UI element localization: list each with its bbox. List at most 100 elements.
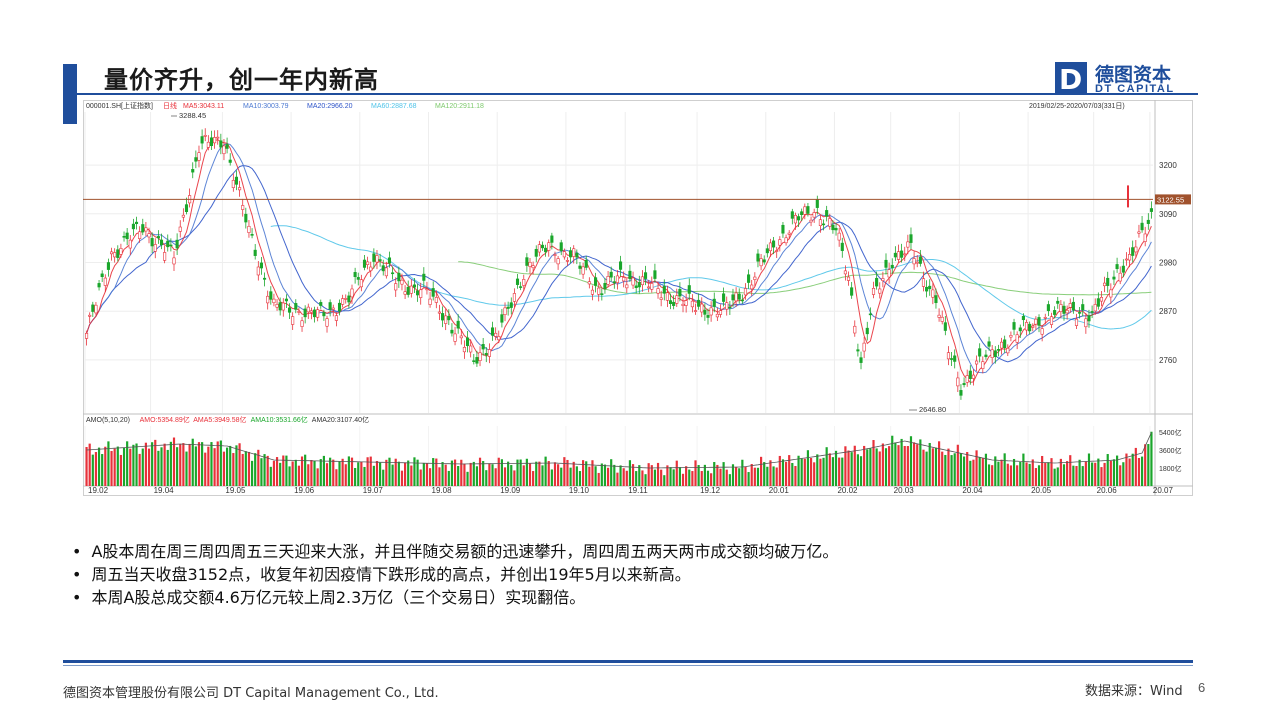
candle-body [962, 383, 966, 386]
volume-bar [1097, 458, 1100, 486]
volume-bar [934, 447, 938, 486]
candle-body [784, 237, 788, 244]
candle-body [1084, 318, 1088, 328]
volume-bar [382, 469, 385, 486]
volume-bar [285, 455, 288, 486]
candle-body [950, 358, 954, 360]
volume-bar [1140, 456, 1144, 486]
volume-bar [585, 461, 588, 486]
candle-body [690, 300, 694, 308]
candle-body [181, 214, 185, 218]
volume-bar [126, 441, 129, 486]
high-label: 3288.45 [179, 111, 206, 120]
candle-body [737, 293, 741, 300]
candle-body [144, 227, 148, 232]
volume-bar [169, 441, 172, 486]
volume-bar [166, 449, 169, 486]
volume-bar [569, 467, 572, 486]
volume-bar [972, 459, 975, 486]
candle-body [384, 267, 388, 277]
bullet-list: A股本周在周三周四周五三天迎来大涨，并且伴随交易额的迅速攀升，周四周五两天两市成… [72, 540, 838, 609]
volume-bar [138, 453, 141, 486]
candle-body [584, 259, 588, 268]
volume-bar [913, 442, 916, 486]
volume-bar [216, 441, 219, 486]
candle-body [197, 152, 201, 161]
candle-body [116, 249, 120, 258]
candle-body [500, 314, 504, 323]
volume-legend-item: AMA20:3107.40亿 [312, 415, 369, 424]
candle-body [1006, 347, 1010, 354]
volume-bar [919, 439, 922, 486]
volume-bar [213, 448, 216, 486]
volume-bar [722, 462, 725, 486]
candle-body [896, 251, 901, 260]
title-underline [63, 93, 1198, 95]
y-tick-label: 3090 [1159, 210, 1177, 219]
volume-bar [644, 474, 647, 486]
volume-bar [375, 461, 379, 486]
volume-bar [750, 463, 753, 486]
volume-bar [660, 469, 663, 486]
candle-body [238, 187, 242, 191]
volume-bar [944, 454, 947, 486]
volume-bar [791, 462, 794, 486]
volume-bar [385, 459, 388, 486]
candle-body [900, 250, 904, 258]
candle-body [915, 261, 919, 264]
volume-bar [975, 450, 978, 486]
volume-bar [1066, 461, 1069, 486]
candle-body [575, 252, 579, 258]
candle-body [603, 283, 607, 290]
candle-body [862, 342, 866, 352]
candle-body [259, 262, 263, 269]
y-tick-label: 3200 [1159, 161, 1177, 170]
volume-bar [763, 462, 766, 486]
volume-bar [816, 454, 819, 486]
x-tick-label: 20.05 [1031, 486, 1052, 495]
candle-body [1143, 233, 1147, 242]
volume-bar [1037, 465, 1041, 486]
candle-body [450, 329, 454, 334]
volume-bar [616, 472, 619, 486]
volume-bar [685, 466, 688, 486]
volume-bar [1150, 431, 1153, 486]
candle-body [934, 295, 938, 304]
volume-bar [528, 463, 532, 486]
volume-bar [210, 442, 213, 486]
candle-body [437, 311, 441, 314]
candle-body [113, 252, 117, 258]
candle-body [312, 309, 317, 318]
candle-body [525, 257, 529, 266]
candle-body [419, 289, 423, 298]
candle-body [612, 281, 616, 284]
volume-bar [678, 467, 681, 486]
volume-bar [1115, 455, 1119, 486]
volume-bar [772, 466, 775, 486]
volume-bar [88, 443, 91, 486]
volume-bar [394, 458, 397, 486]
volume-bar [841, 457, 844, 486]
volume-bar [179, 444, 182, 486]
candle-body [319, 302, 323, 306]
volume-bar [201, 442, 204, 486]
volume-bar [244, 451, 247, 486]
candle-body [459, 335, 463, 339]
candle-body [1099, 296, 1104, 302]
volume-bar [863, 445, 866, 486]
volume-bar [500, 459, 503, 486]
volume-bar [725, 469, 728, 486]
candle-body [803, 206, 807, 215]
volume-bar [357, 462, 360, 486]
candle-body [703, 309, 707, 315]
candle-body [1074, 318, 1079, 326]
volume-bar [635, 471, 638, 486]
volume-bar [744, 466, 747, 486]
volume-bar [594, 466, 597, 486]
volume-bar [781, 459, 785, 486]
candle-body [478, 352, 482, 361]
ma10-line [86, 142, 1152, 374]
volume-bar [859, 456, 863, 486]
volume-bar [950, 455, 953, 486]
ma5-line [86, 139, 1152, 383]
